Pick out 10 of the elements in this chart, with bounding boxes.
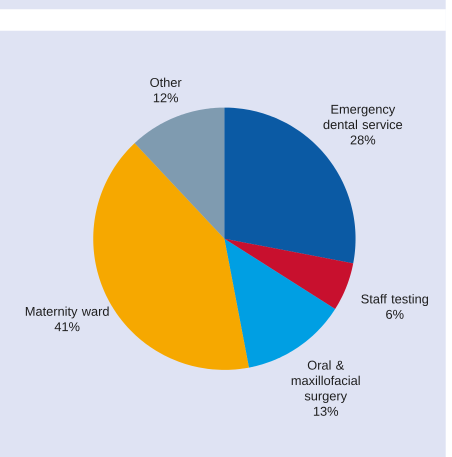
slice-label: Oral & maxillofacial surgery [292,360,360,403]
slice-label: Maternity ward [26,306,109,318]
slice-label: Emergency dental service [323,104,402,130]
slice-label: Staff testing [361,294,428,306]
data-label: 13% [314,406,338,416]
data-label: 6% [386,310,404,319]
slice-label: Other [150,78,182,88]
data-label: 28% [350,135,376,145]
data-label: 12% [154,93,178,102]
data-label: 41% [54,322,80,332]
